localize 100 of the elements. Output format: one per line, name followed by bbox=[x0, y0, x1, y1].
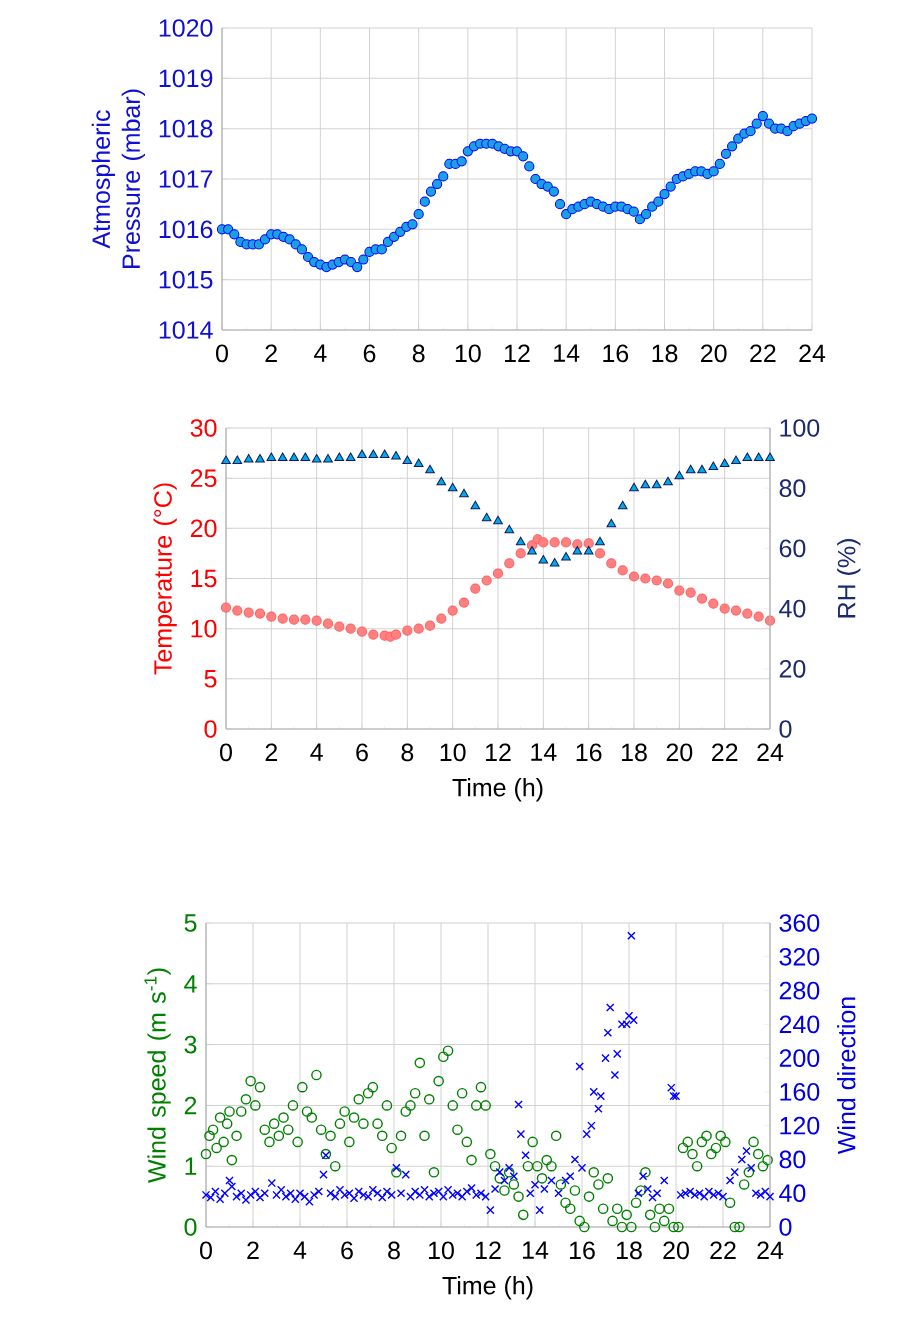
point bbox=[640, 573, 651, 584]
y2-tick-label: 80 bbox=[779, 1150, 806, 1169]
x-tick-label: 24 bbox=[757, 1241, 784, 1259]
point bbox=[561, 551, 571, 561]
x-tick-label: 18 bbox=[652, 344, 678, 363]
point bbox=[357, 449, 367, 459]
y2-tick-label: 80 bbox=[779, 479, 806, 498]
y-tick-label: 1 bbox=[185, 1157, 197, 1175]
point bbox=[481, 512, 492, 522]
point bbox=[742, 452, 753, 462]
x-tick-label: 8 bbox=[388, 1241, 400, 1260]
x-tick-label: 10 bbox=[455, 344, 481, 363]
point bbox=[334, 621, 345, 632]
y-tick-label: 0 bbox=[204, 720, 217, 738]
x-tick-label: 12 bbox=[476, 1241, 501, 1259]
point bbox=[560, 537, 572, 548]
x-tick-label: 20 bbox=[666, 743, 693, 762]
point bbox=[436, 613, 447, 624]
point bbox=[685, 464, 696, 474]
point bbox=[663, 476, 673, 486]
x-tick-label: 6 bbox=[356, 743, 368, 762]
point bbox=[708, 598, 719, 609]
y2-tick-label: 0 bbox=[779, 1218, 792, 1236]
point bbox=[640, 479, 651, 489]
y-tick-label: 3 bbox=[184, 1035, 197, 1054]
point bbox=[391, 451, 401, 460]
x-tick-label: 18 bbox=[617, 1241, 642, 1260]
point bbox=[447, 605, 458, 616]
point bbox=[345, 623, 356, 634]
y2-tick-label: 200 bbox=[779, 1049, 820, 1067]
point bbox=[300, 614, 311, 625]
point bbox=[289, 452, 299, 462]
point bbox=[606, 518, 617, 528]
point bbox=[368, 629, 379, 640]
point bbox=[221, 455, 231, 465]
x-tick-label: 2 bbox=[247, 1241, 259, 1259]
point bbox=[266, 611, 277, 622]
point bbox=[617, 565, 628, 576]
point bbox=[356, 626, 368, 637]
point bbox=[243, 454, 254, 463]
y2-axis-title: Wind direction bbox=[837, 997, 856, 1155]
y-tick-label: 2 bbox=[184, 1096, 197, 1115]
point bbox=[696, 593, 708, 604]
x-tick-label: 24 bbox=[757, 743, 784, 761]
point bbox=[277, 452, 288, 462]
point bbox=[334, 452, 345, 462]
point bbox=[254, 608, 266, 619]
point bbox=[266, 452, 277, 462]
x-tick-label: 16 bbox=[576, 743, 602, 762]
x-tick-label: 12 bbox=[505, 344, 530, 362]
y2-tick-label: 100 bbox=[780, 419, 820, 437]
point bbox=[685, 587, 696, 598]
x-tick-label: 14 bbox=[523, 1241, 549, 1259]
point bbox=[549, 537, 560, 548]
x-tick-label: 18 bbox=[622, 743, 647, 762]
point bbox=[629, 482, 639, 492]
y-tick-label: 25 bbox=[190, 469, 217, 488]
point bbox=[583, 545, 594, 555]
point bbox=[697, 464, 707, 474]
point bbox=[277, 613, 288, 624]
y2-tick-label: 0 bbox=[779, 720, 792, 738]
point bbox=[322, 618, 334, 629]
y-tick-label: 0 bbox=[184, 1218, 197, 1236]
y2-tick-label: 160 bbox=[780, 1083, 820, 1101]
point bbox=[447, 482, 458, 492]
y2-tick-label: 240 bbox=[779, 1015, 820, 1034]
point bbox=[311, 615, 322, 626]
point bbox=[323, 454, 333, 463]
point bbox=[538, 554, 549, 564]
point bbox=[674, 470, 685, 480]
point bbox=[311, 454, 322, 463]
point bbox=[651, 479, 662, 489]
point bbox=[527, 545, 537, 555]
y2-tick-label: 40 bbox=[779, 1184, 806, 1203]
point bbox=[470, 583, 481, 594]
x-tick-label: 4 bbox=[313, 344, 327, 362]
x-axis-title: Time (h) bbox=[442, 1276, 533, 1300]
point bbox=[504, 558, 515, 569]
point bbox=[765, 452, 775, 462]
point bbox=[719, 603, 730, 614]
y2-axis-title: RH (%) bbox=[837, 539, 861, 618]
x-tick-label: 20 bbox=[663, 1241, 689, 1260]
y-tick-label: 1015 bbox=[159, 270, 213, 289]
y-tick-label: 30 bbox=[190, 419, 217, 437]
x-axis-title: Time (h) bbox=[452, 778, 543, 802]
x-tick-label: 8 bbox=[412, 344, 425, 363]
point bbox=[731, 455, 741, 465]
y2-tick-label: 320 bbox=[779, 947, 820, 966]
point bbox=[504, 524, 515, 534]
point bbox=[220, 602, 232, 613]
x-tick-label: 10 bbox=[440, 743, 466, 762]
x-tick-label: 12 bbox=[486, 743, 511, 761]
x-tick-label: 20 bbox=[701, 344, 727, 363]
x-tick-label: 22 bbox=[710, 1241, 736, 1259]
y-tick-label: 1018 bbox=[159, 119, 213, 138]
y2-tick-label: 360 bbox=[779, 914, 820, 932]
point bbox=[515, 548, 526, 559]
y-tick-label: 5 bbox=[184, 914, 197, 932]
point bbox=[402, 625, 413, 636]
y-tick-label: 10 bbox=[191, 619, 217, 638]
